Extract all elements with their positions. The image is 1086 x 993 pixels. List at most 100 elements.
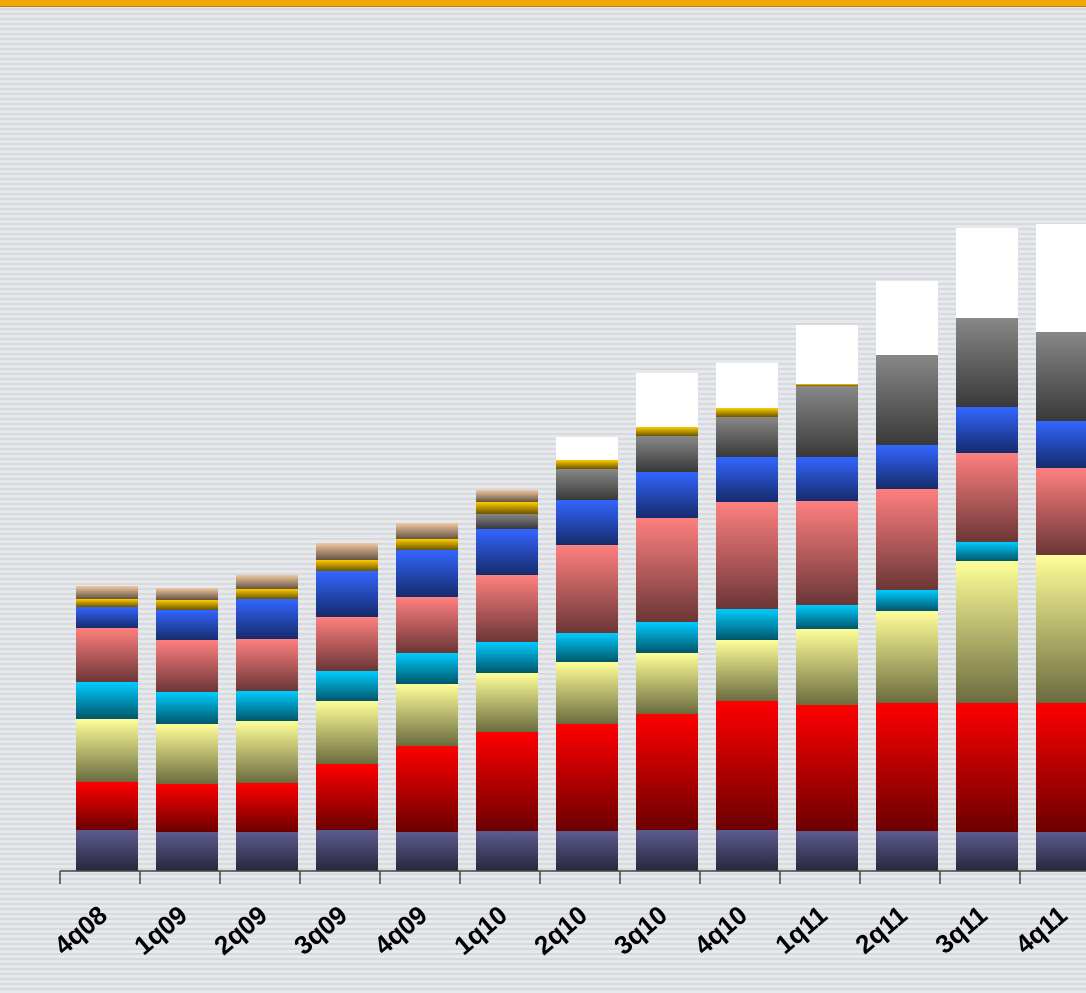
bar-segment [396,684,458,746]
bar-segment [556,662,618,724]
x-tick-label: 2q10 [528,900,593,961]
bar-segment [396,597,458,653]
x-tick-label: 1q10 [448,900,513,961]
x-tick-label: 4q08 [48,900,113,961]
bar-segment [236,639,298,691]
bar-segment [636,436,698,472]
bar-segment [716,363,778,408]
bar-segment [716,408,778,417]
bar-segment [876,355,938,445]
bar-segment [156,610,218,640]
bar-segment [796,384,858,386]
bar-segment [476,490,538,502]
bar-segment [236,589,298,599]
bar-segment [1036,224,1086,332]
x-tick-label: 2q09 [208,900,273,961]
bar-segment [716,609,778,640]
bar-segment [76,830,138,871]
bar-segment [316,617,378,671]
bar-segment [636,653,698,714]
bar-segment [316,830,378,871]
bar-segment [236,575,298,589]
bar-segment [396,523,458,539]
bar-segment [796,386,858,457]
bar-segment [796,629,858,705]
bar-segment [1036,332,1086,421]
bar-segment [716,640,778,701]
bar-segment [876,831,938,871]
bar-segment [556,469,618,500]
bar-segment [156,640,218,692]
bar-segment [476,732,538,831]
bar-segment [396,539,458,550]
bar-segment [796,457,858,501]
bar-segment [76,719,138,782]
x-tick-label: 1q11 [769,900,833,960]
bar-segment [636,830,698,871]
bar-segment [156,588,218,600]
bar-segment [76,586,138,599]
bar-segment [156,832,218,871]
x-tick-label: 4q10 [688,900,753,961]
bar-segment [236,691,298,721]
bar-segment [716,830,778,871]
bar-segment [156,724,218,784]
bar-segment [716,417,778,457]
bar-segment [76,782,138,830]
bar-segment [76,599,138,607]
bar-segment [76,607,138,628]
bar-segment [876,703,938,831]
bar-segment [396,746,458,832]
bar-segment [236,832,298,871]
bar-segment [476,575,538,642]
bar-segment [876,590,938,611]
bar-segment [396,653,458,684]
bar-segment [76,628,138,682]
bar-segment [396,550,458,597]
x-tick-label: 4q11 [1009,900,1073,960]
bar-segment [796,501,858,605]
bar-segment [316,571,378,617]
x-tick-label: 3q10 [608,900,673,961]
bar-segment [316,701,378,764]
bar-segment [236,721,298,783]
bar-segment [156,692,218,724]
bar-segment [1036,421,1086,468]
bar-segment [316,560,378,571]
bar-segment [636,427,698,436]
bar-segment [956,318,1018,407]
bar-segment [1036,555,1086,703]
x-tick-label: 2q11 [849,900,913,960]
bar-segment [796,325,858,384]
bar-segment [556,724,618,831]
bar-segment [636,373,698,427]
x-tick-label: 4q09 [368,900,433,961]
bar-segment [476,673,538,732]
bar-segment [556,633,618,662]
bar-segment [316,764,378,830]
bar-segment [156,784,218,832]
bar-segment [556,500,618,545]
bar-segment [956,703,1018,832]
bar-segment [556,545,618,633]
bar-segment [476,529,538,575]
bar-segment [476,502,538,514]
bar-segment [796,705,858,831]
bar-segment [956,228,1018,318]
bar-segment [876,489,938,590]
bar-segment [876,281,938,355]
bar-segment [316,671,378,701]
bar-segment [236,783,298,832]
bar-segment [156,600,218,610]
bar-segment [716,457,778,502]
bar-segment [476,642,538,673]
bar-segment [956,561,1018,703]
bar-segment [1036,832,1086,871]
bar-segment [716,701,778,830]
bar-segment [876,445,938,489]
top-border [0,0,1086,7]
bar-segment [556,831,618,871]
x-tick-label: 3q11 [929,900,993,960]
